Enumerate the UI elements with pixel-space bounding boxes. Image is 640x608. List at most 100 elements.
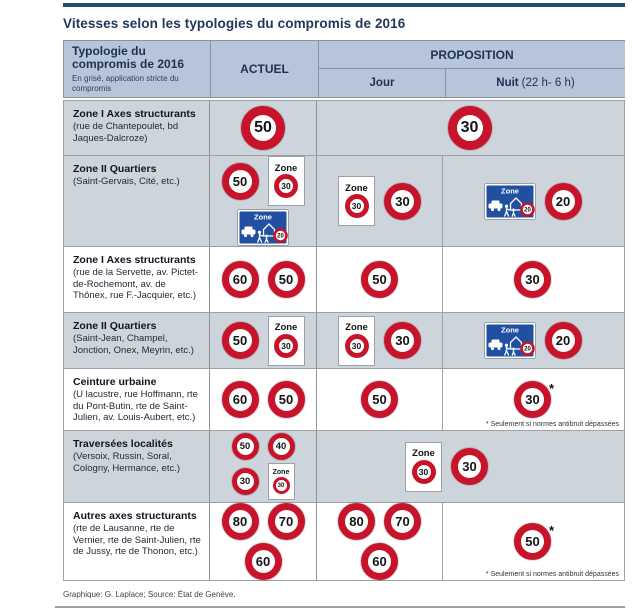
typology-name: Zone I Axes structurants: [73, 108, 196, 120]
speed-value: 30: [525, 392, 540, 407]
header-nuit-hours: (22 h- 6 h): [521, 77, 575, 89]
typology-cell: Zone I Axes structurants (rue de Chantep…: [64, 101, 210, 155]
header-actuel: ACTUEL: [211, 41, 318, 97]
speed-table: Typologie du compromis de 2016 En grisé,…: [63, 40, 625, 581]
typology-details: (Saint-Gervais, Cité, etc.): [73, 176, 180, 188]
header-jour: Jour: [319, 69, 445, 97]
header-typology: Typologie du compromis de 2016 En grisé,…: [64, 41, 210, 97]
zone-label: Zone: [272, 469, 290, 476]
typology-details: (rue de la Servette, av. Pictet-de-Roche…: [73, 267, 198, 301]
actuel-cell: 50 Zone 30: [210, 313, 317, 368]
typology-cell: Zone II Quartiers (Saint-Jean, Champel, …: [64, 313, 210, 368]
page-title: Vitesses selon les typologies du comprom…: [63, 16, 406, 31]
speed-value: 30: [395, 333, 410, 348]
zone-30-circle: 30: [274, 333, 298, 358]
zone-label: Zone: [412, 448, 435, 460]
table-row: Zone I Axes structurants (rue de la Serv…: [64, 246, 624, 312]
typology-cell: Traversées localités (Versoix, Russin, S…: [64, 431, 210, 502]
speed-limit-sign-20: 20: [544, 182, 582, 220]
typology-details: (rue de Chantepoulet, bd Jaques-Dalcroze…: [73, 121, 179, 144]
proposition-cell: Zone 30 30: [317, 431, 622, 502]
speed-limit-sign-20: 20: [544, 322, 582, 359]
speed-limit-sign-30: 30: [384, 182, 421, 220]
footnote: * Seulement si normes antibruit dépassée…: [485, 421, 619, 428]
speed-limit-sign-50: 50: [241, 106, 285, 150]
actuel-cell: 60 50: [210, 247, 317, 312]
table-row: Zone II Quartiers (Saint-Gervais, Cité, …: [64, 155, 624, 246]
header-nuit: Nuit (22 h- 6 h): [446, 69, 625, 97]
speed-limit-sign-50: 50: [361, 261, 398, 298]
zone-rencontre-sign: Zone 20: [483, 182, 536, 220]
pedestrians-icon: [503, 204, 516, 217]
actuel-cell: 50: [210, 101, 317, 155]
zone-speed-circle: [519, 341, 535, 356]
zone-30-circle: 30: [272, 477, 290, 494]
typology-name: Zone II Quartiers: [73, 163, 157, 175]
speed-value: 60: [255, 554, 271, 569]
speed-value: 80: [349, 514, 364, 529]
speed-value: 30: [239, 476, 251, 487]
zone-30-circle: 30: [274, 174, 298, 199]
zone-speed-circle: [519, 201, 535, 217]
table-row: Autres axes structurants (rte de Lausann…: [64, 502, 624, 580]
typology-name: Ceinture urbaine: [73, 376, 157, 388]
speed-value: 50: [278, 392, 294, 407]
header-proposition: PROPOSITION: [319, 41, 625, 68]
speed-value: 60: [232, 392, 248, 407]
actuel-cell: 80 70 60: [210, 503, 317, 580]
zone-rencontre-sign: Zone 20: [237, 209, 289, 246]
pedestrians-icon: [503, 343, 516, 356]
pedestrians-icon: [257, 230, 269, 243]
footnote: * Seulement si normes antibruit dépassée…: [485, 571, 619, 578]
zone-rencontre-sign-graphic: Zone 20: [483, 182, 536, 220]
speed-limit-sign-50: 50: [231, 433, 259, 460]
table-row: Zone I Axes structurants (rue de Chantep…: [64, 100, 624, 155]
speed-value: 50: [525, 534, 540, 549]
jour-cell: Zone 30 30: [317, 313, 443, 368]
actuel-cell: 50 Zone 30 Zone 20: [210, 156, 317, 246]
zone-30-circle: 30: [344, 333, 369, 358]
zone-label: Zone: [274, 322, 298, 334]
car-icon: [488, 339, 502, 351]
asterisk: *: [548, 523, 554, 538]
speed-value: 30: [395, 193, 410, 209]
speed-value: 50: [254, 119, 272, 136]
jour-cell: Zone 30 30: [317, 156, 443, 246]
zone-label: Zone: [274, 162, 298, 174]
speed-value: 80: [232, 514, 248, 529]
speed-value: 50: [372, 272, 387, 287]
speed-limit-sign-30: 30: [384, 322, 421, 359]
asterisk: *: [548, 381, 554, 396]
table-row: Traversées localités (Versoix, Russin, S…: [64, 430, 624, 502]
zone-30-sign: Zone 30: [338, 315, 375, 366]
zone-30-sign: Zone 30: [338, 176, 375, 226]
nuit-cell: 50 * * Seulement si normes antibruit dépas…: [443, 503, 622, 580]
typology-details: (Saint-Jean, Champel, Jonction, Onex, Me…: [73, 333, 194, 356]
speed-limit-sign-60: 60: [361, 543, 398, 580]
typology-name: Zone II Quartiers: [73, 320, 157, 332]
typology-details: (U lacustre, rue Hoffmann, rte du Pont-B…: [73, 389, 198, 423]
speed-value: 50: [278, 272, 294, 287]
table-row: Zone II Quartiers (Saint-Jean, Champel, …: [64, 312, 624, 368]
table-row: Ceinture urbaine (U lacustre, rue Hoffma…: [64, 368, 624, 430]
svg-text:20: 20: [524, 347, 531, 353]
typology-cell: Autres axes structurants (rte de Lausann…: [64, 503, 210, 580]
typology-cell: Zone II Quartiers (Saint-Gervais, Cité, …: [64, 156, 210, 246]
nuit-cell: 30: [443, 247, 622, 312]
speed-value: 20: [555, 333, 571, 348]
zone-label: Zone: [345, 322, 368, 334]
speed-limit-sign-60: 60: [244, 543, 282, 580]
zone-30-circle: 30: [411, 459, 436, 484]
car-icon: [488, 200, 502, 211]
speed-value: 40: [275, 441, 287, 452]
header-typology-title: Typologie du compromis de 2016: [72, 44, 185, 71]
speed-limit-sign-50: 50: [221, 322, 259, 359]
speed-value: 20: [555, 193, 571, 209]
typology-details: (Versoix, Russin, Soral, Cologny, Herman…: [73, 451, 181, 474]
actuel-cell: 60 50: [210, 369, 317, 430]
jour-cell: 50: [317, 369, 443, 430]
speed-limit-sign-50: 50 *: [514, 523, 554, 560]
car-icon: [241, 226, 256, 238]
jour-cell: 50: [317, 247, 443, 312]
